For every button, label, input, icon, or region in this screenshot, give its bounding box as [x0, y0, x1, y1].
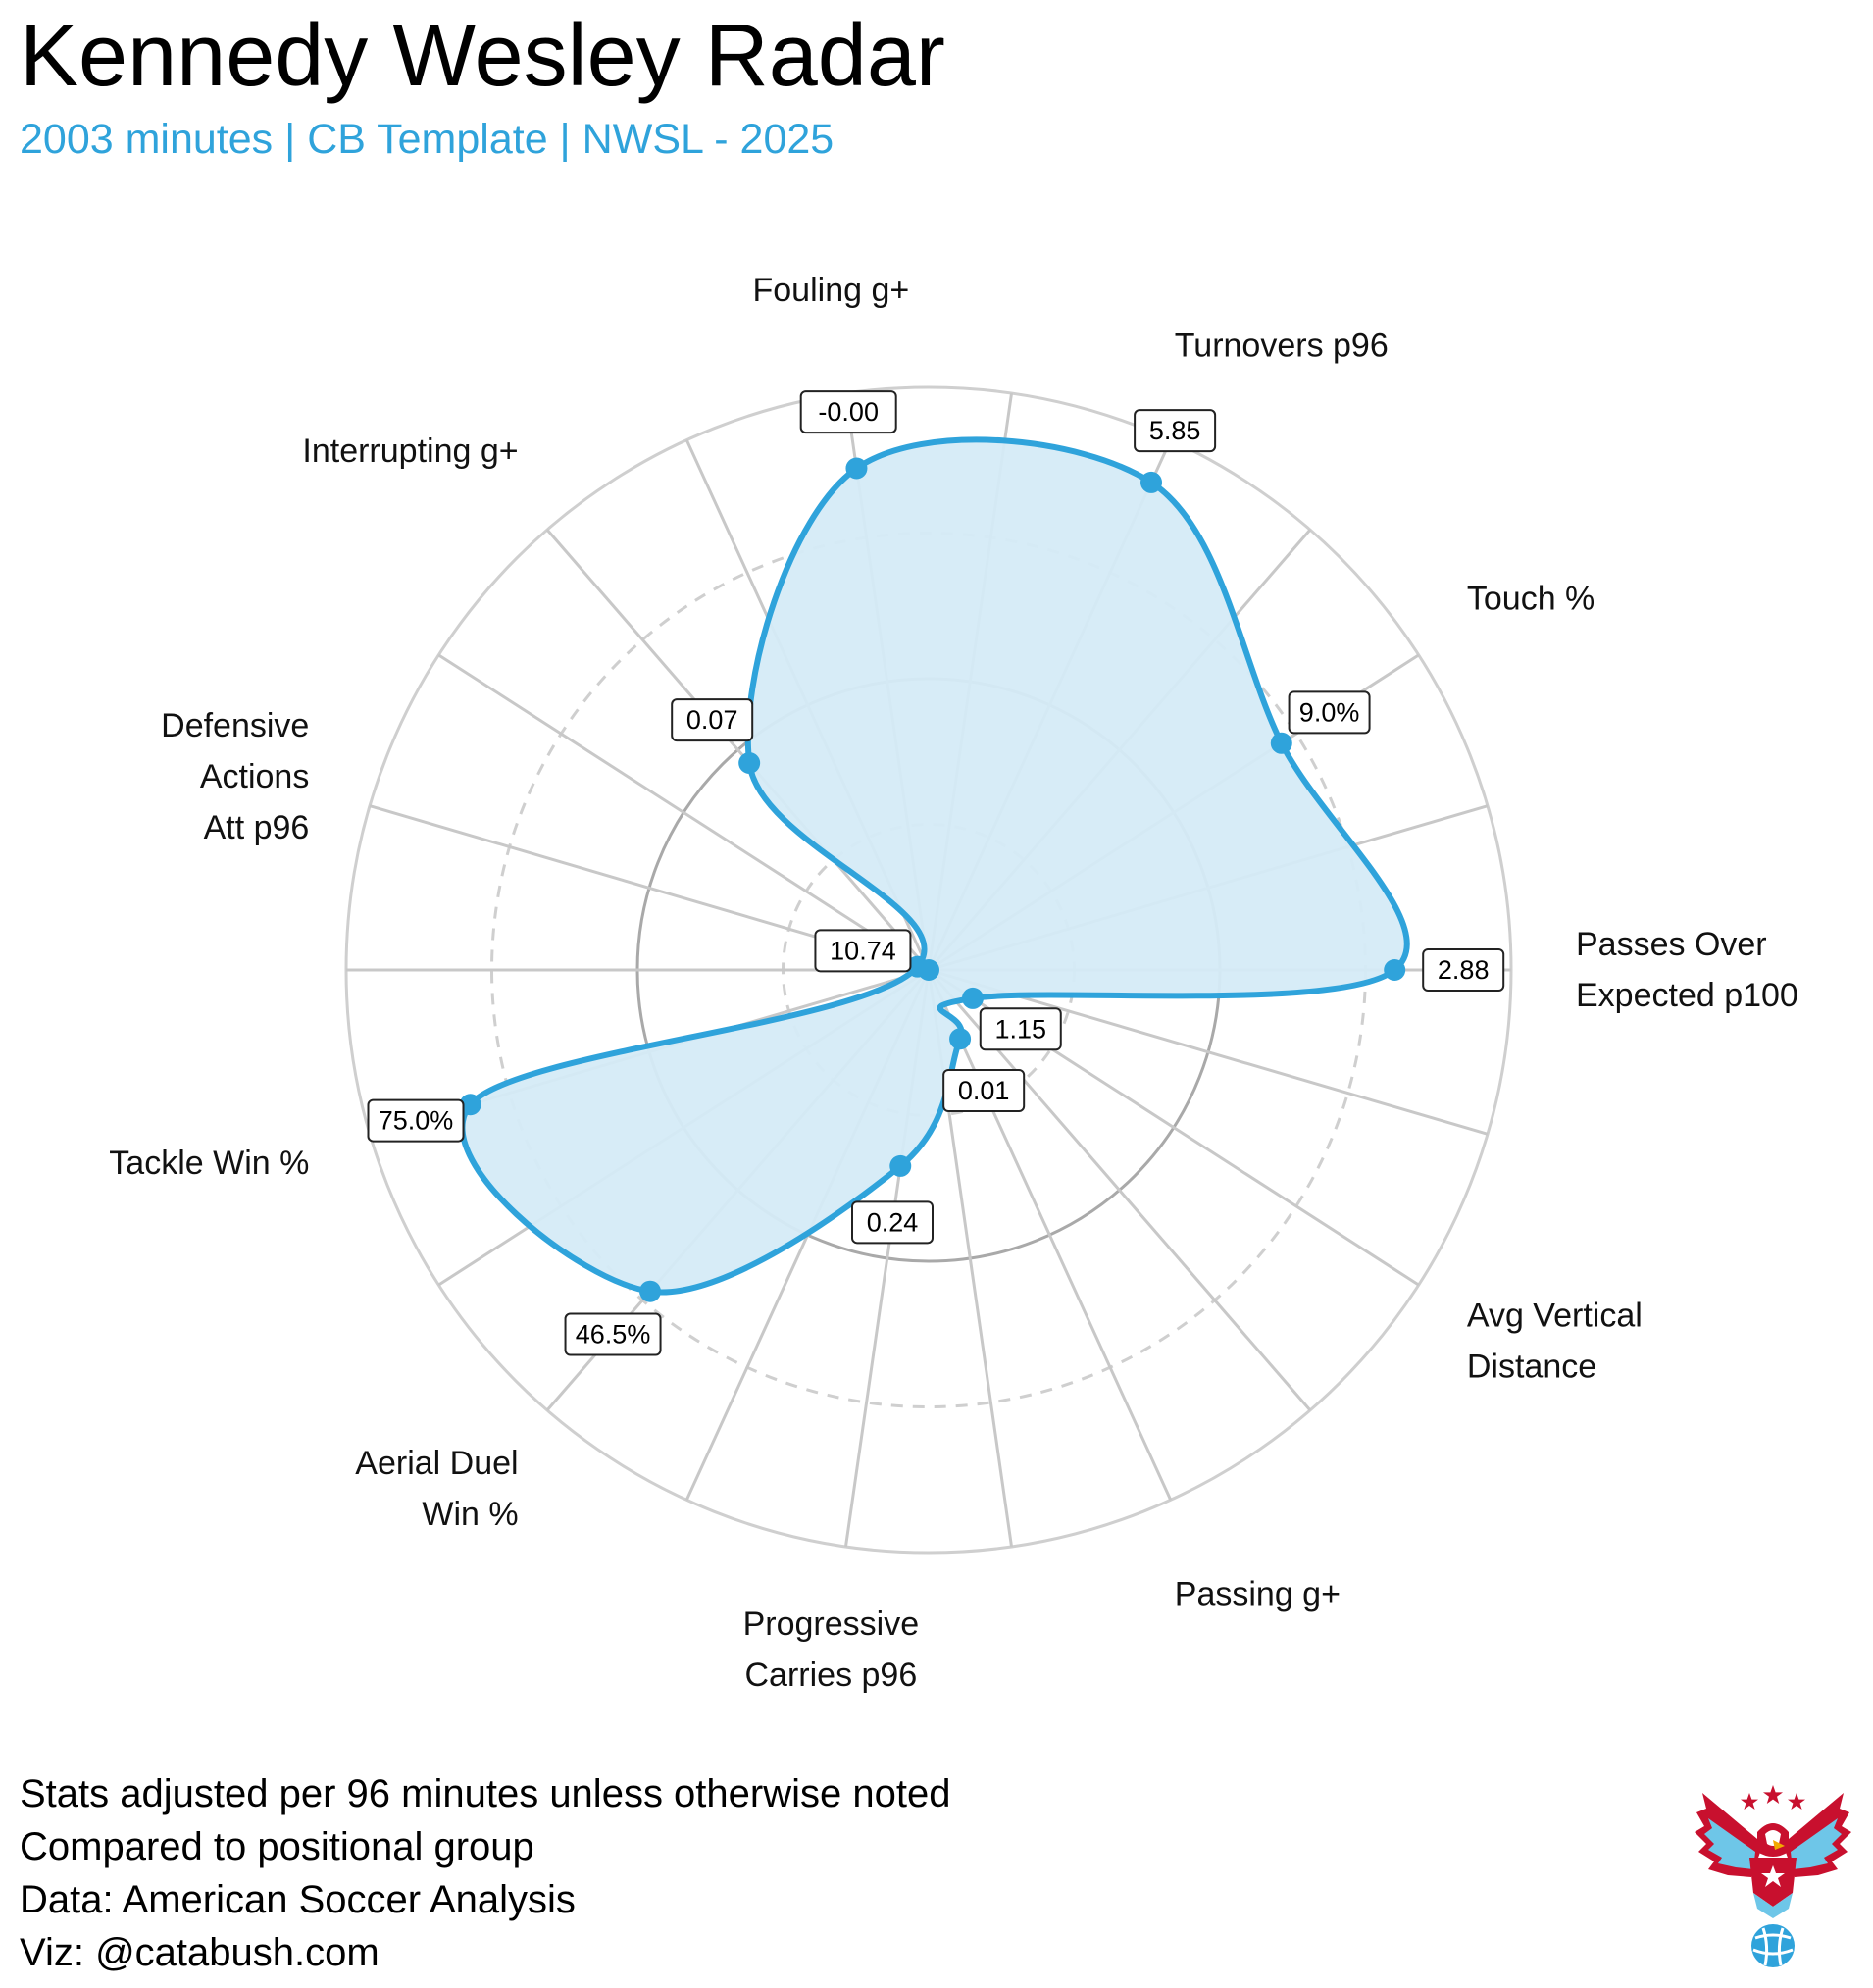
axis-line	[927, 969, 1173, 1501]
footer-line-compared: Compared to positional group	[20, 1825, 534, 1868]
data-point-0	[1384, 959, 1406, 981]
value-label-box	[1288, 690, 1371, 735]
value-label-box	[799, 390, 897, 434]
axis-label: Fouling g+	[753, 272, 910, 309]
data-point-2	[1140, 471, 1163, 493]
value-label: 0.24	[867, 1207, 919, 1237]
axis-label: Aerial Duel Win %	[355, 1445, 518, 1533]
value-label: 75.0%	[379, 1106, 454, 1136]
value-label-box	[814, 929, 912, 973]
wing-right-icon	[1783, 1793, 1851, 1877]
data-point-7	[639, 1280, 662, 1302]
value-label-box	[851, 1200, 935, 1245]
value-label: 5.85	[1149, 416, 1201, 445]
axis-label: Turnovers p96	[1175, 327, 1389, 364]
value-label-box	[367, 1098, 465, 1143]
chart-subtitle: 2003 minutes | CB Template | NWSL - 2025	[20, 116, 835, 163]
value-label: 0.01	[958, 1076, 1010, 1105]
radar-chart: 2.88 9.0% 5.85 -0.00 0.07 10.74 75.0% 46.5% 0.24…	[109, 272, 1798, 1694]
value-label-box	[1134, 409, 1217, 453]
axis-label-line: Distance	[1467, 1348, 1596, 1385]
data-point-8	[889, 1154, 912, 1177]
axis-label: Avg Vertical Distance	[1467, 1297, 1643, 1385]
axis-label: Progressive Carries p96	[743, 1606, 920, 1694]
value-label-box	[564, 1312, 662, 1356]
data-point-10	[961, 987, 984, 1009]
data-point-9	[949, 1028, 972, 1050]
data-point-3	[845, 457, 868, 480]
footer-line-adjusted: Stats adjusted per 96 minutes unless oth…	[20, 1772, 951, 1815]
axis-label-line: Avg Vertical	[1467, 1297, 1643, 1334]
axis-label-line: Interrupting g+	[302, 433, 518, 470]
eagle-head-icon	[1757, 1823, 1789, 1857]
value-label: 10.74	[830, 936, 896, 965]
axis-line	[545, 529, 931, 971]
axis-label-line: Carries p96	[745, 1657, 918, 1694]
axis-label-line: Passes Over	[1576, 926, 1767, 963]
stars-icon	[1741, 1785, 1805, 1810]
footer-line-viz-credit: Viz: @catabush.com	[20, 1931, 380, 1974]
footer-line-data-source: Data: American Soccer Analysis	[20, 1878, 576, 1921]
axis-label-line: Fouling g+	[753, 272, 910, 309]
axis-label-line: Actions	[200, 758, 310, 795]
value-label: 2.88	[1438, 955, 1490, 985]
axis-label: Passing g+	[1175, 1576, 1341, 1613]
value-label-box	[979, 1007, 1062, 1051]
data-point-1	[1270, 732, 1292, 754]
soccer-ball-icon	[1751, 1924, 1795, 1967]
axis-label-line: Att p96	[204, 809, 310, 846]
axis-label-line: Progressive	[743, 1606, 920, 1643]
axis-label: Passes Over Expected p100	[1576, 926, 1798, 1014]
axis-label-line: Defensive	[161, 707, 309, 744]
axis-label-line: Aerial Duel	[355, 1445, 518, 1482]
radar-shape	[459, 436, 1410, 1296]
axis-label: Defensive Actions Att p96	[161, 707, 309, 846]
axis-label: Interrupting g+	[302, 433, 518, 470]
center-point	[918, 959, 939, 981]
eagle-soccer-ball-logo-icon	[1695, 1785, 1851, 1967]
axis-label: Tackle Win %	[109, 1145, 309, 1182]
axis-label: Touch %	[1467, 581, 1595, 618]
eagle-body-icon	[1749, 1858, 1797, 1918]
value-label: 9.0%	[1299, 697, 1360, 727]
axis-label-line: Touch %	[1467, 581, 1595, 618]
footer-notes: Stats adjusted per 96 minutes unless oth…	[20, 1767, 950, 1979]
value-label: 46.5%	[576, 1320, 651, 1350]
value-label-box	[1422, 948, 1505, 992]
chart-title: Kennedy Wesley Radar	[20, 7, 945, 105]
axis-label-line: Turnovers p96	[1175, 327, 1389, 364]
axis-label-line: Tackle Win %	[109, 1145, 309, 1182]
value-label: -0.00	[818, 397, 879, 427]
grid-spoke	[437, 653, 930, 972]
value-label-box	[942, 1069, 1026, 1113]
axis-label-line: Passing g+	[1175, 1576, 1341, 1613]
value-label: 0.07	[686, 705, 738, 735]
value-label: 1.15	[994, 1014, 1046, 1044]
data-point-6	[459, 1094, 481, 1116]
wing-left-icon	[1695, 1793, 1763, 1877]
value-label-box	[671, 698, 754, 742]
axis-label-line: Win %	[422, 1496, 518, 1533]
data-point-4	[738, 752, 761, 775]
axis-label-line: Expected p100	[1576, 977, 1798, 1014]
